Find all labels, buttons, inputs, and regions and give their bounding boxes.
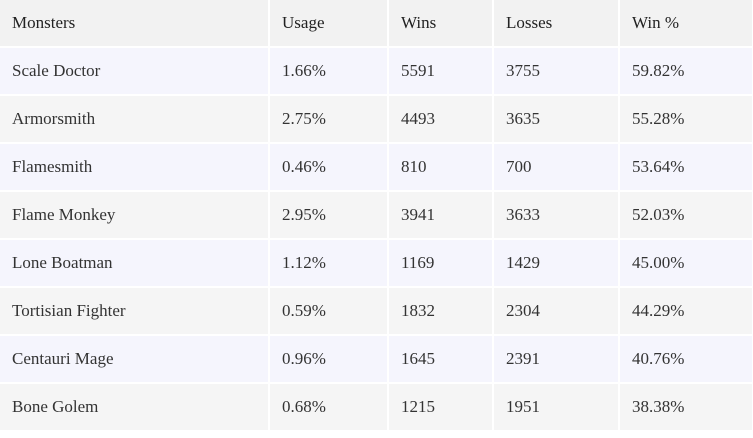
table-cell: 4493 — [389, 96, 492, 142]
table-cell: 1832 — [389, 288, 492, 334]
table-cell: 1951 — [494, 384, 618, 430]
table-row: Tortisian Fighter 0.59% 1832 2304 44.29% — [0, 288, 752, 334]
table-cell: Flame Monkey — [0, 192, 268, 238]
table-cell: 55.28% — [620, 96, 752, 142]
table-cell: Lone Boatman — [0, 240, 268, 286]
table-row: Scale Doctor 1.66% 5591 3755 59.82% — [0, 48, 752, 94]
table-cell: Bone Golem — [0, 384, 268, 430]
table-cell: 1215 — [389, 384, 492, 430]
table-row: Flame Monkey 2.95% 3941 3633 52.03% — [0, 192, 752, 238]
header-cell: Wins — [389, 0, 492, 46]
table-cell: 0.68% — [270, 384, 387, 430]
table-cell: 700 — [494, 144, 618, 190]
table-cell: 2304 — [494, 288, 618, 334]
table-row: Flamesmith 0.46% 810 700 53.64% — [0, 144, 752, 190]
header-cell: Monsters — [0, 0, 268, 46]
header-cell: Win % — [620, 0, 752, 46]
table-cell: Scale Doctor — [0, 48, 268, 94]
table-cell: 810 — [389, 144, 492, 190]
table-row: Centauri Mage 0.96% 1645 2391 40.76% — [0, 336, 752, 382]
table-cell: Flamesmith — [0, 144, 268, 190]
table-cell: 0.46% — [270, 144, 387, 190]
table-cell: 53.64% — [620, 144, 752, 190]
table-cell: 38.38% — [620, 384, 752, 430]
header-row: Monsters Usage Wins Losses Win % — [0, 0, 752, 46]
table-cell: 0.59% — [270, 288, 387, 334]
table-row: Bone Golem 0.68% 1215 1951 38.38% — [0, 384, 752, 430]
table-cell: 3755 — [494, 48, 618, 94]
table-cell: 3941 — [389, 192, 492, 238]
table-cell: 44.29% — [620, 288, 752, 334]
table-cell: 2.95% — [270, 192, 387, 238]
header-cell: Usage — [270, 0, 387, 46]
table-cell: Armorsmith — [0, 96, 268, 142]
table-cell: Centauri Mage — [0, 336, 268, 382]
table-cell: 3633 — [494, 192, 618, 238]
table-cell: 1.12% — [270, 240, 387, 286]
table-cell: 2391 — [494, 336, 618, 382]
table-cell: 3635 — [494, 96, 618, 142]
table-cell: Tortisian Fighter — [0, 288, 268, 334]
table-cell: 45.00% — [620, 240, 752, 286]
table-cell: 2.75% — [270, 96, 387, 142]
table-row: Armorsmith 2.75% 4493 3635 55.28% — [0, 96, 752, 142]
table-cell: 5591 — [389, 48, 492, 94]
table-cell: 52.03% — [620, 192, 752, 238]
header-cell: Losses — [494, 0, 618, 46]
table-cell: 1.66% — [270, 48, 387, 94]
table-row: Lone Boatman 1.12% 1169 1429 45.00% — [0, 240, 752, 286]
table-cell: 0.96% — [270, 336, 387, 382]
table-cell: 1169 — [389, 240, 492, 286]
table-cell: 59.82% — [620, 48, 752, 94]
table-cell: 1429 — [494, 240, 618, 286]
table-cell: 1645 — [389, 336, 492, 382]
table-cell: 40.76% — [620, 336, 752, 382]
